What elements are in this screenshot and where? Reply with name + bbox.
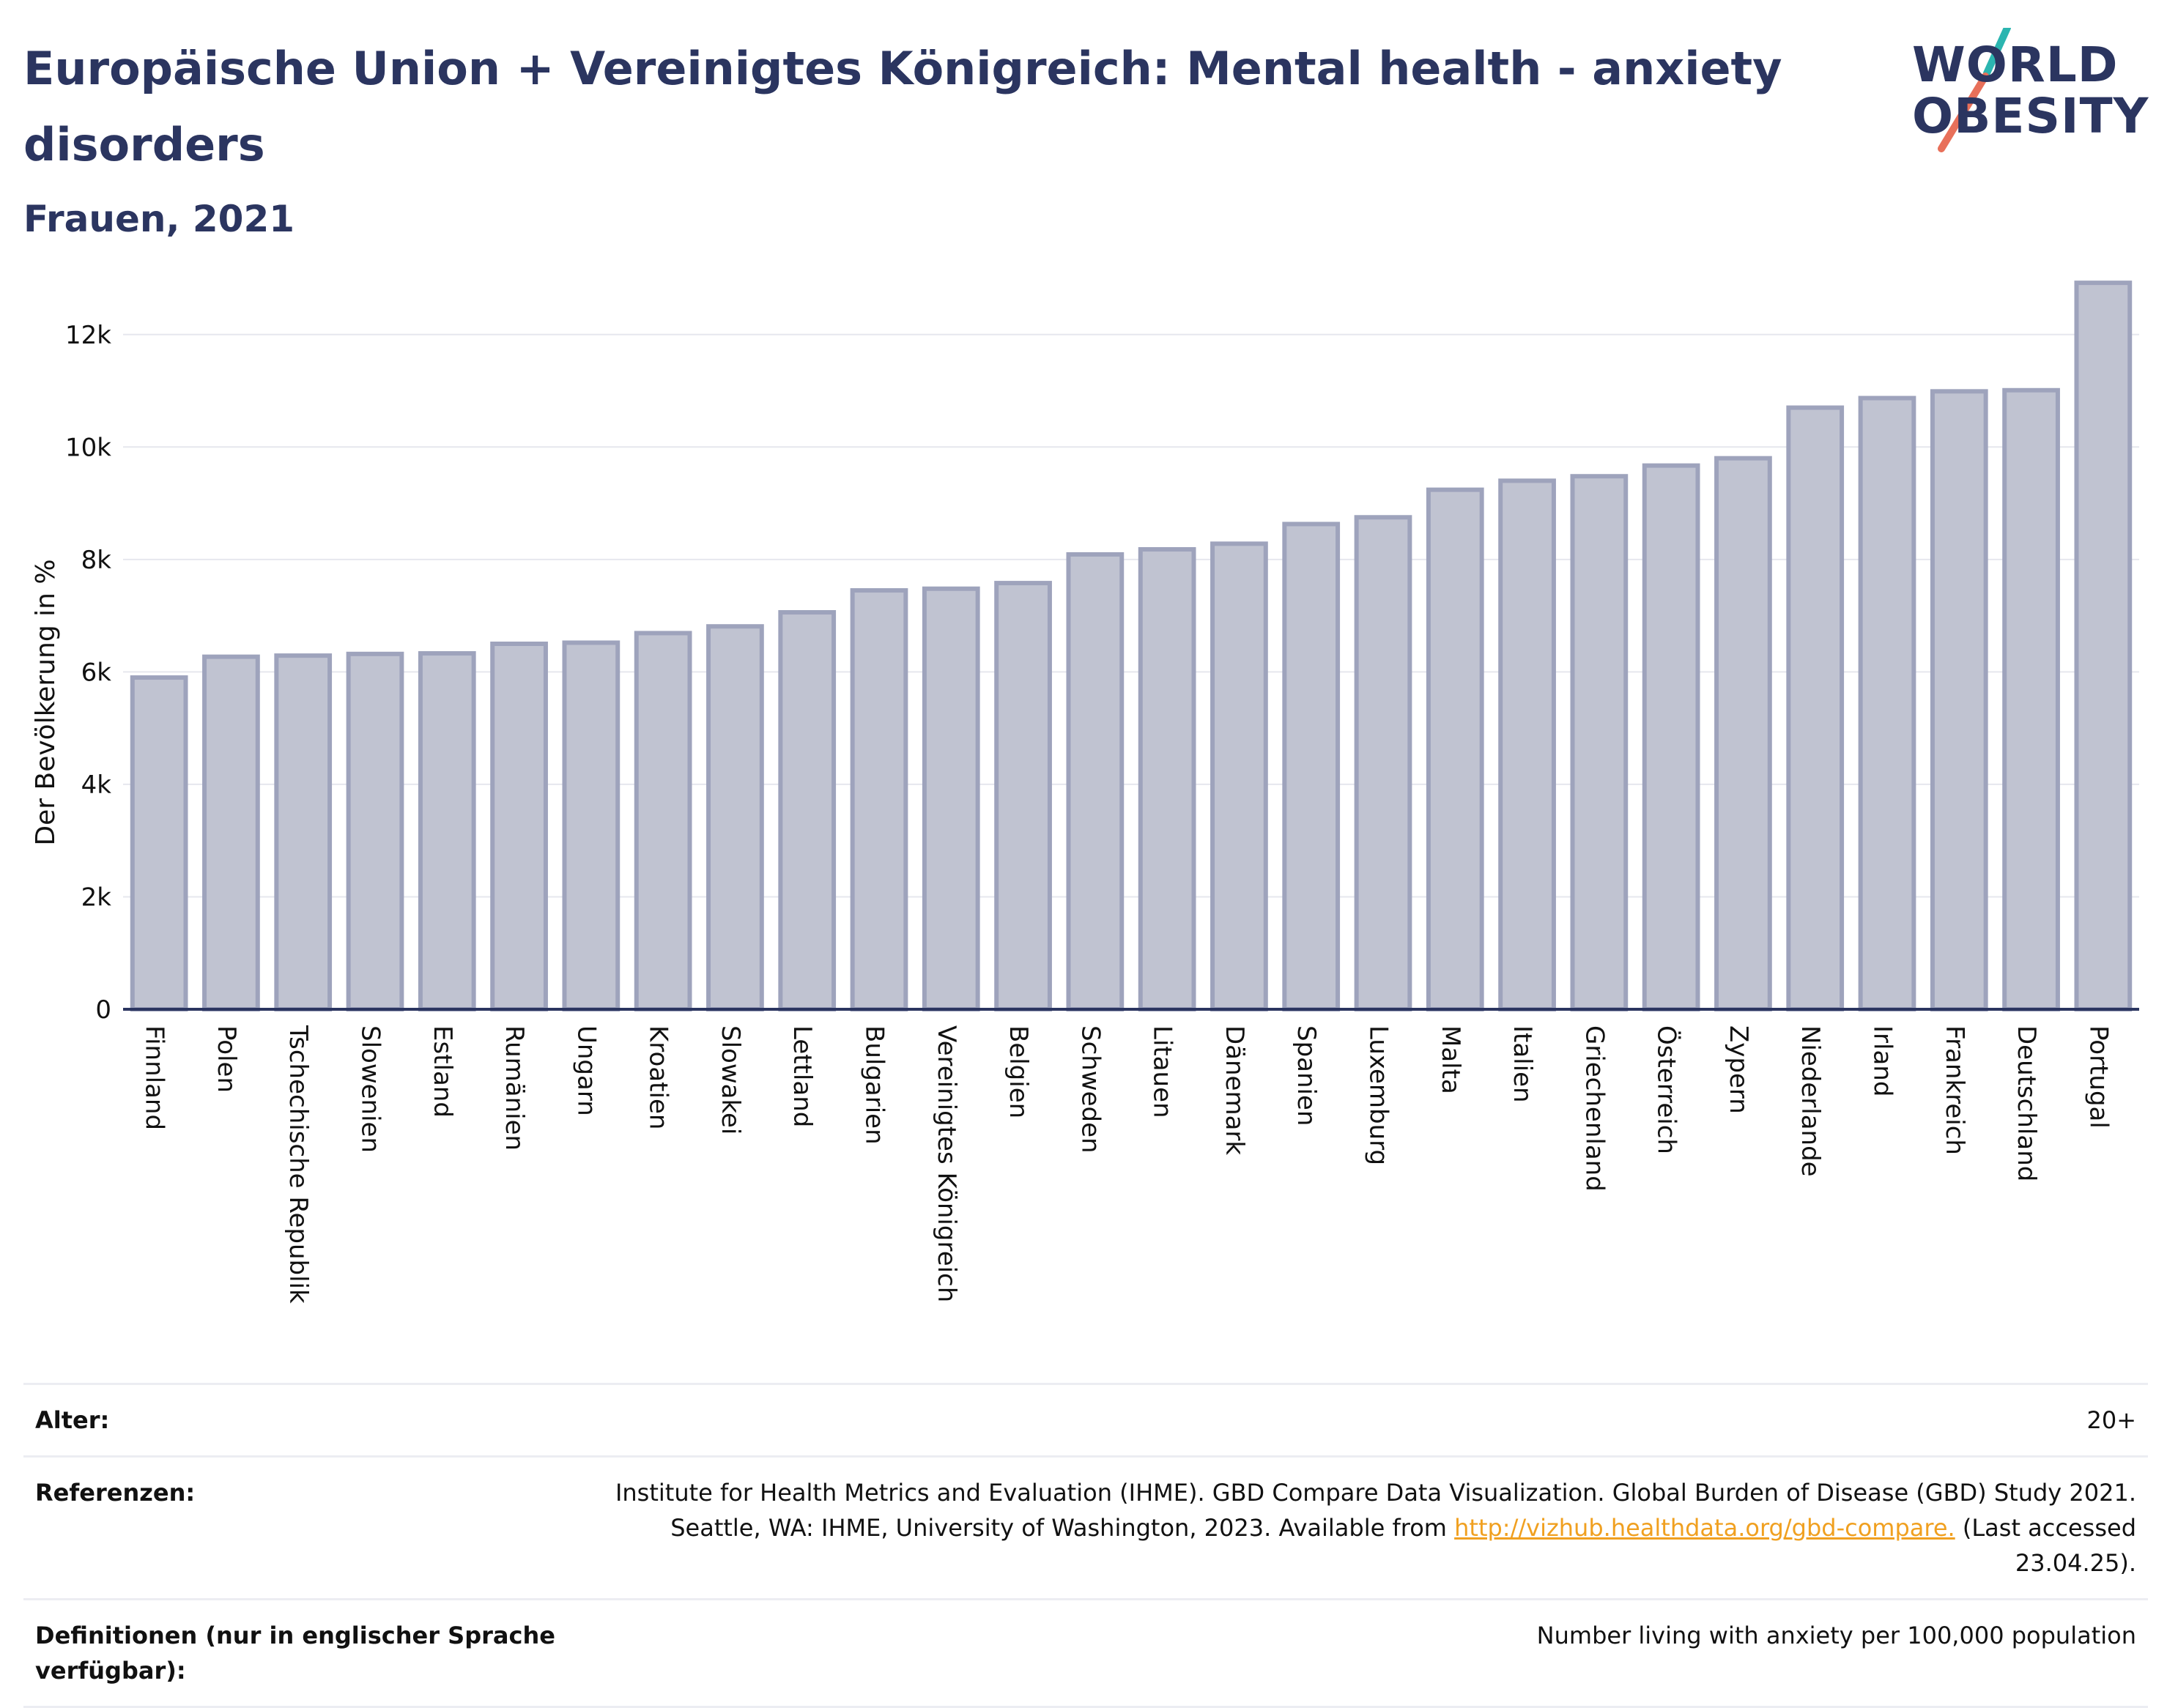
x-tick-label: Tschechische Republik xyxy=(284,1025,313,1304)
bar xyxy=(1354,515,1412,1011)
bar xyxy=(994,581,1052,1011)
x-tick-label: Litauen xyxy=(1148,1025,1177,1118)
bar xyxy=(202,654,260,1011)
chart-title: Europäische Union + Vereinigtes Königrei… xyxy=(23,42,1782,171)
footer-label-references: Referenzen: xyxy=(35,1479,196,1507)
bar xyxy=(1786,405,1845,1012)
logo-line-2: OBESITY xyxy=(1912,88,2149,144)
x-tick-label: Finnland xyxy=(140,1025,169,1130)
bar xyxy=(130,675,188,1011)
bar xyxy=(1426,487,1484,1012)
bar xyxy=(1498,478,1556,1012)
bar xyxy=(346,651,404,1012)
bar xyxy=(1210,541,1268,1011)
x-axis-labels: Finnland Polen Tschechische Republik Slowen… xyxy=(140,1025,2114,1304)
bar xyxy=(490,642,548,1011)
bar xyxy=(1138,547,1196,1011)
y-tick-label: 2k xyxy=(81,883,112,912)
logo-line-1: WORLD xyxy=(1912,37,2119,93)
reference-accessed: (Last accessed 23.04.25). xyxy=(1955,1514,2136,1577)
x-tick-label: Bulgarien xyxy=(860,1025,889,1145)
footer-value-references: Institute for Health Metrics and Evaluat… xyxy=(574,1458,2148,1598)
bar xyxy=(850,588,908,1012)
bar xyxy=(1066,552,1125,1011)
x-tick-label: Slowakei xyxy=(716,1025,745,1135)
y-tick-label: 8k xyxy=(81,546,112,575)
bar xyxy=(634,631,692,1012)
bars xyxy=(130,281,2133,1012)
footer-table: Alter: 20+ Referenzen: Institute for Hea… xyxy=(23,1383,2148,1708)
bar xyxy=(922,586,980,1011)
x-tick-label: Irland xyxy=(1868,1025,1897,1096)
bar xyxy=(706,624,764,1011)
y-tick-label: 6k xyxy=(81,658,112,687)
x-tick-label: Zypern xyxy=(1724,1025,1753,1114)
reference-link[interactable]: http://vizhub.healthdata.org/gbd-compare… xyxy=(1454,1514,1955,1542)
bar xyxy=(274,653,333,1011)
logo-slash-icon xyxy=(1938,28,2011,152)
x-tick-label: Frankreich xyxy=(1940,1025,1969,1155)
bar xyxy=(1570,474,1629,1011)
x-tick-label: Spanien xyxy=(1292,1025,1321,1126)
x-tick-label: Rumänien xyxy=(500,1025,529,1151)
bar xyxy=(418,651,476,1011)
bar-chart: 0 2k 4k 6k 8k 10k 12k Finnland Polen Tschechisch… xyxy=(31,281,2139,1304)
x-tick-label: Schweden xyxy=(1075,1025,1105,1154)
footer-row-definitions: Definitionen (nur in englischer Sprache … xyxy=(23,1598,2148,1708)
bar xyxy=(562,640,621,1011)
x-tick-label: Polen xyxy=(212,1025,241,1093)
x-tick-label: Kroatien xyxy=(644,1025,673,1129)
x-tick-label: Belgien xyxy=(1004,1025,1033,1118)
footer-value-definitions: Number living with anxiety per 100,000 p… xyxy=(1536,1622,2136,1649)
bar xyxy=(1858,396,1916,1012)
x-tick-label: Estland xyxy=(428,1025,457,1118)
bar xyxy=(1930,389,1988,1011)
y-axis-label: Der Bevölkerung in % xyxy=(31,559,61,845)
bar xyxy=(2074,281,2133,1011)
x-tick-label: Dänemark xyxy=(1220,1025,1249,1155)
footer-value-age: 20+ xyxy=(2086,1406,2136,1434)
x-tick-label: Lettland xyxy=(788,1025,817,1127)
x-tick-label: Österreich xyxy=(1652,1025,1682,1154)
chart-subtitle: Frauen, 2021 xyxy=(23,198,295,240)
x-tick-label: Griechenland xyxy=(1579,1025,1609,1192)
x-tick-label: Vereinigtes Königreich xyxy=(932,1025,961,1302)
bar xyxy=(1642,463,1700,1011)
x-tick-label: Deutschland xyxy=(2012,1025,2041,1181)
x-tick-label: Niederlande xyxy=(1796,1025,1825,1177)
footer-label-definitions: Definitionen (nur in englischer Sprache … xyxy=(35,1622,555,1685)
bar xyxy=(2002,387,2060,1012)
y-tick-label: 12k xyxy=(65,321,111,350)
x-tick-label: Malta xyxy=(1436,1025,1465,1094)
x-tick-label: Italien xyxy=(1508,1025,1537,1103)
footer-label-age: Alter: xyxy=(35,1406,110,1434)
y-tick-label: 10k xyxy=(65,433,111,462)
x-tick-label: Slowenien xyxy=(356,1025,385,1153)
bar xyxy=(1282,521,1341,1011)
reference-text: Institute for Health Metrics and Evaluat… xyxy=(615,1479,2136,1542)
world-obesity-logo: WORLD OBESITY xyxy=(1912,28,2149,160)
x-tick-label: Ungarn xyxy=(571,1025,601,1116)
footer-row-references: Referenzen: Institute for Health Metrics… xyxy=(23,1455,2148,1598)
y-axis-ticks: 0 2k 4k 6k 8k 10k 12k xyxy=(65,321,111,1025)
bar xyxy=(778,610,837,1011)
x-tick-label: Luxemburg xyxy=(1364,1025,1393,1165)
y-tick-label: 0 xyxy=(95,995,111,1025)
bar xyxy=(1714,456,1772,1011)
y-tick-label: 4k xyxy=(81,771,112,800)
x-tick-label: Portugal xyxy=(2083,1025,2113,1129)
footer-row-age: Alter: 20+ xyxy=(23,1383,2148,1455)
